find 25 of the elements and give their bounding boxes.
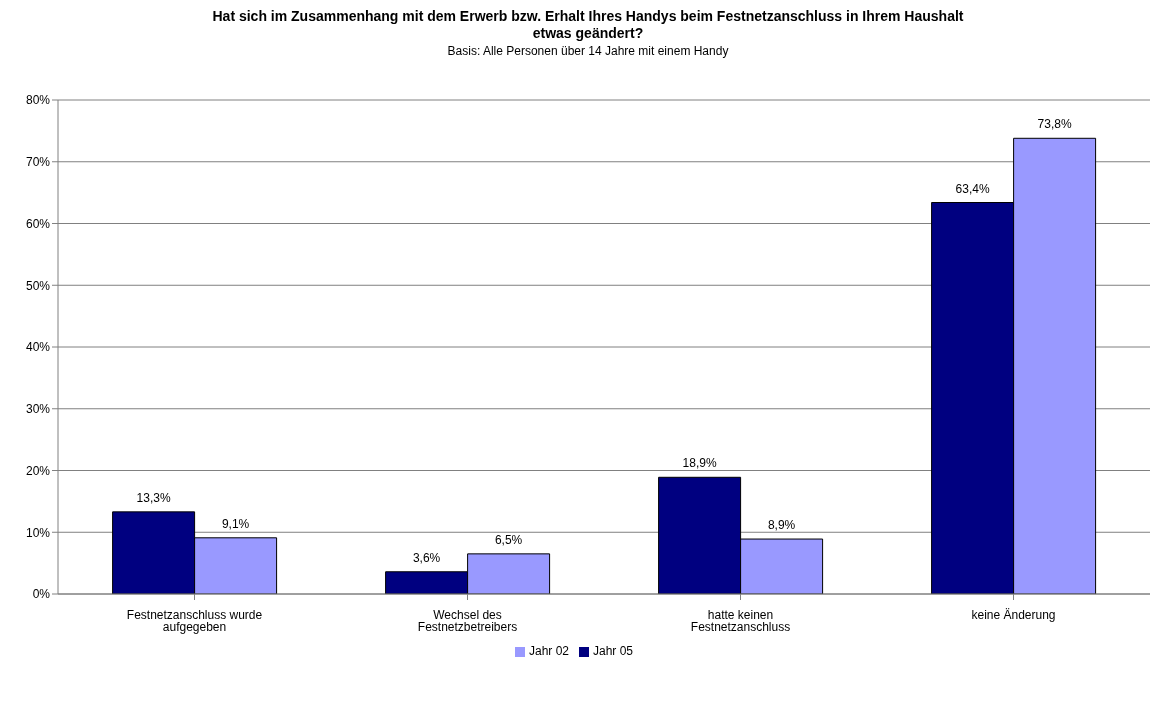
data-label: 63,4% [955, 181, 990, 196]
y-tick-label: 50% [25, 278, 51, 293]
data-label: 3,6% [412, 550, 441, 565]
x-tick-label: Festnetzanschluss wurde aufgegeben [126, 607, 263, 634]
data-label: 8,9% [767, 518, 796, 533]
y-tick-label: 60% [25, 216, 51, 231]
chart-title: Hat sich im Zusammenhang mit dem Erwerb bzw. Erhalt Ihres Handys beim Festnetzanschluss in Ihrem Haushalt etwas geändert? [211, 8, 965, 42]
y-tick-label: 80% [25, 93, 51, 108]
data-label: 73,8% [1037, 117, 1072, 132]
y-tick-label: 70% [25, 155, 51, 170]
y-tick-label: 40% [25, 340, 51, 355]
data-label: 6,5% [494, 532, 523, 547]
x-tick-label: keine Änderung [971, 607, 1056, 622]
y-tick-label: 30% [25, 402, 51, 417]
legend-label: Jahr 02 [528, 644, 569, 658]
y-tick-label: 20% [25, 463, 51, 478]
data-label: 13,3% [136, 490, 171, 505]
y-tick-label: 0% [32, 587, 51, 602]
y-tick-label: 10% [25, 525, 51, 540]
legend-label: Jahr 05 [593, 644, 634, 658]
data-label: 18,9% [682, 456, 717, 471]
x-tick-label: Wechsel des Festnetzbetreibers [417, 607, 518, 634]
x-tick-label: hatte keinen Festnetzanschluss [690, 607, 791, 634]
chart-subtitle: Basis: Alle Personen über 14 Jahre mit einem Handy [446, 44, 730, 58]
data-label: 9,1% [221, 516, 250, 531]
